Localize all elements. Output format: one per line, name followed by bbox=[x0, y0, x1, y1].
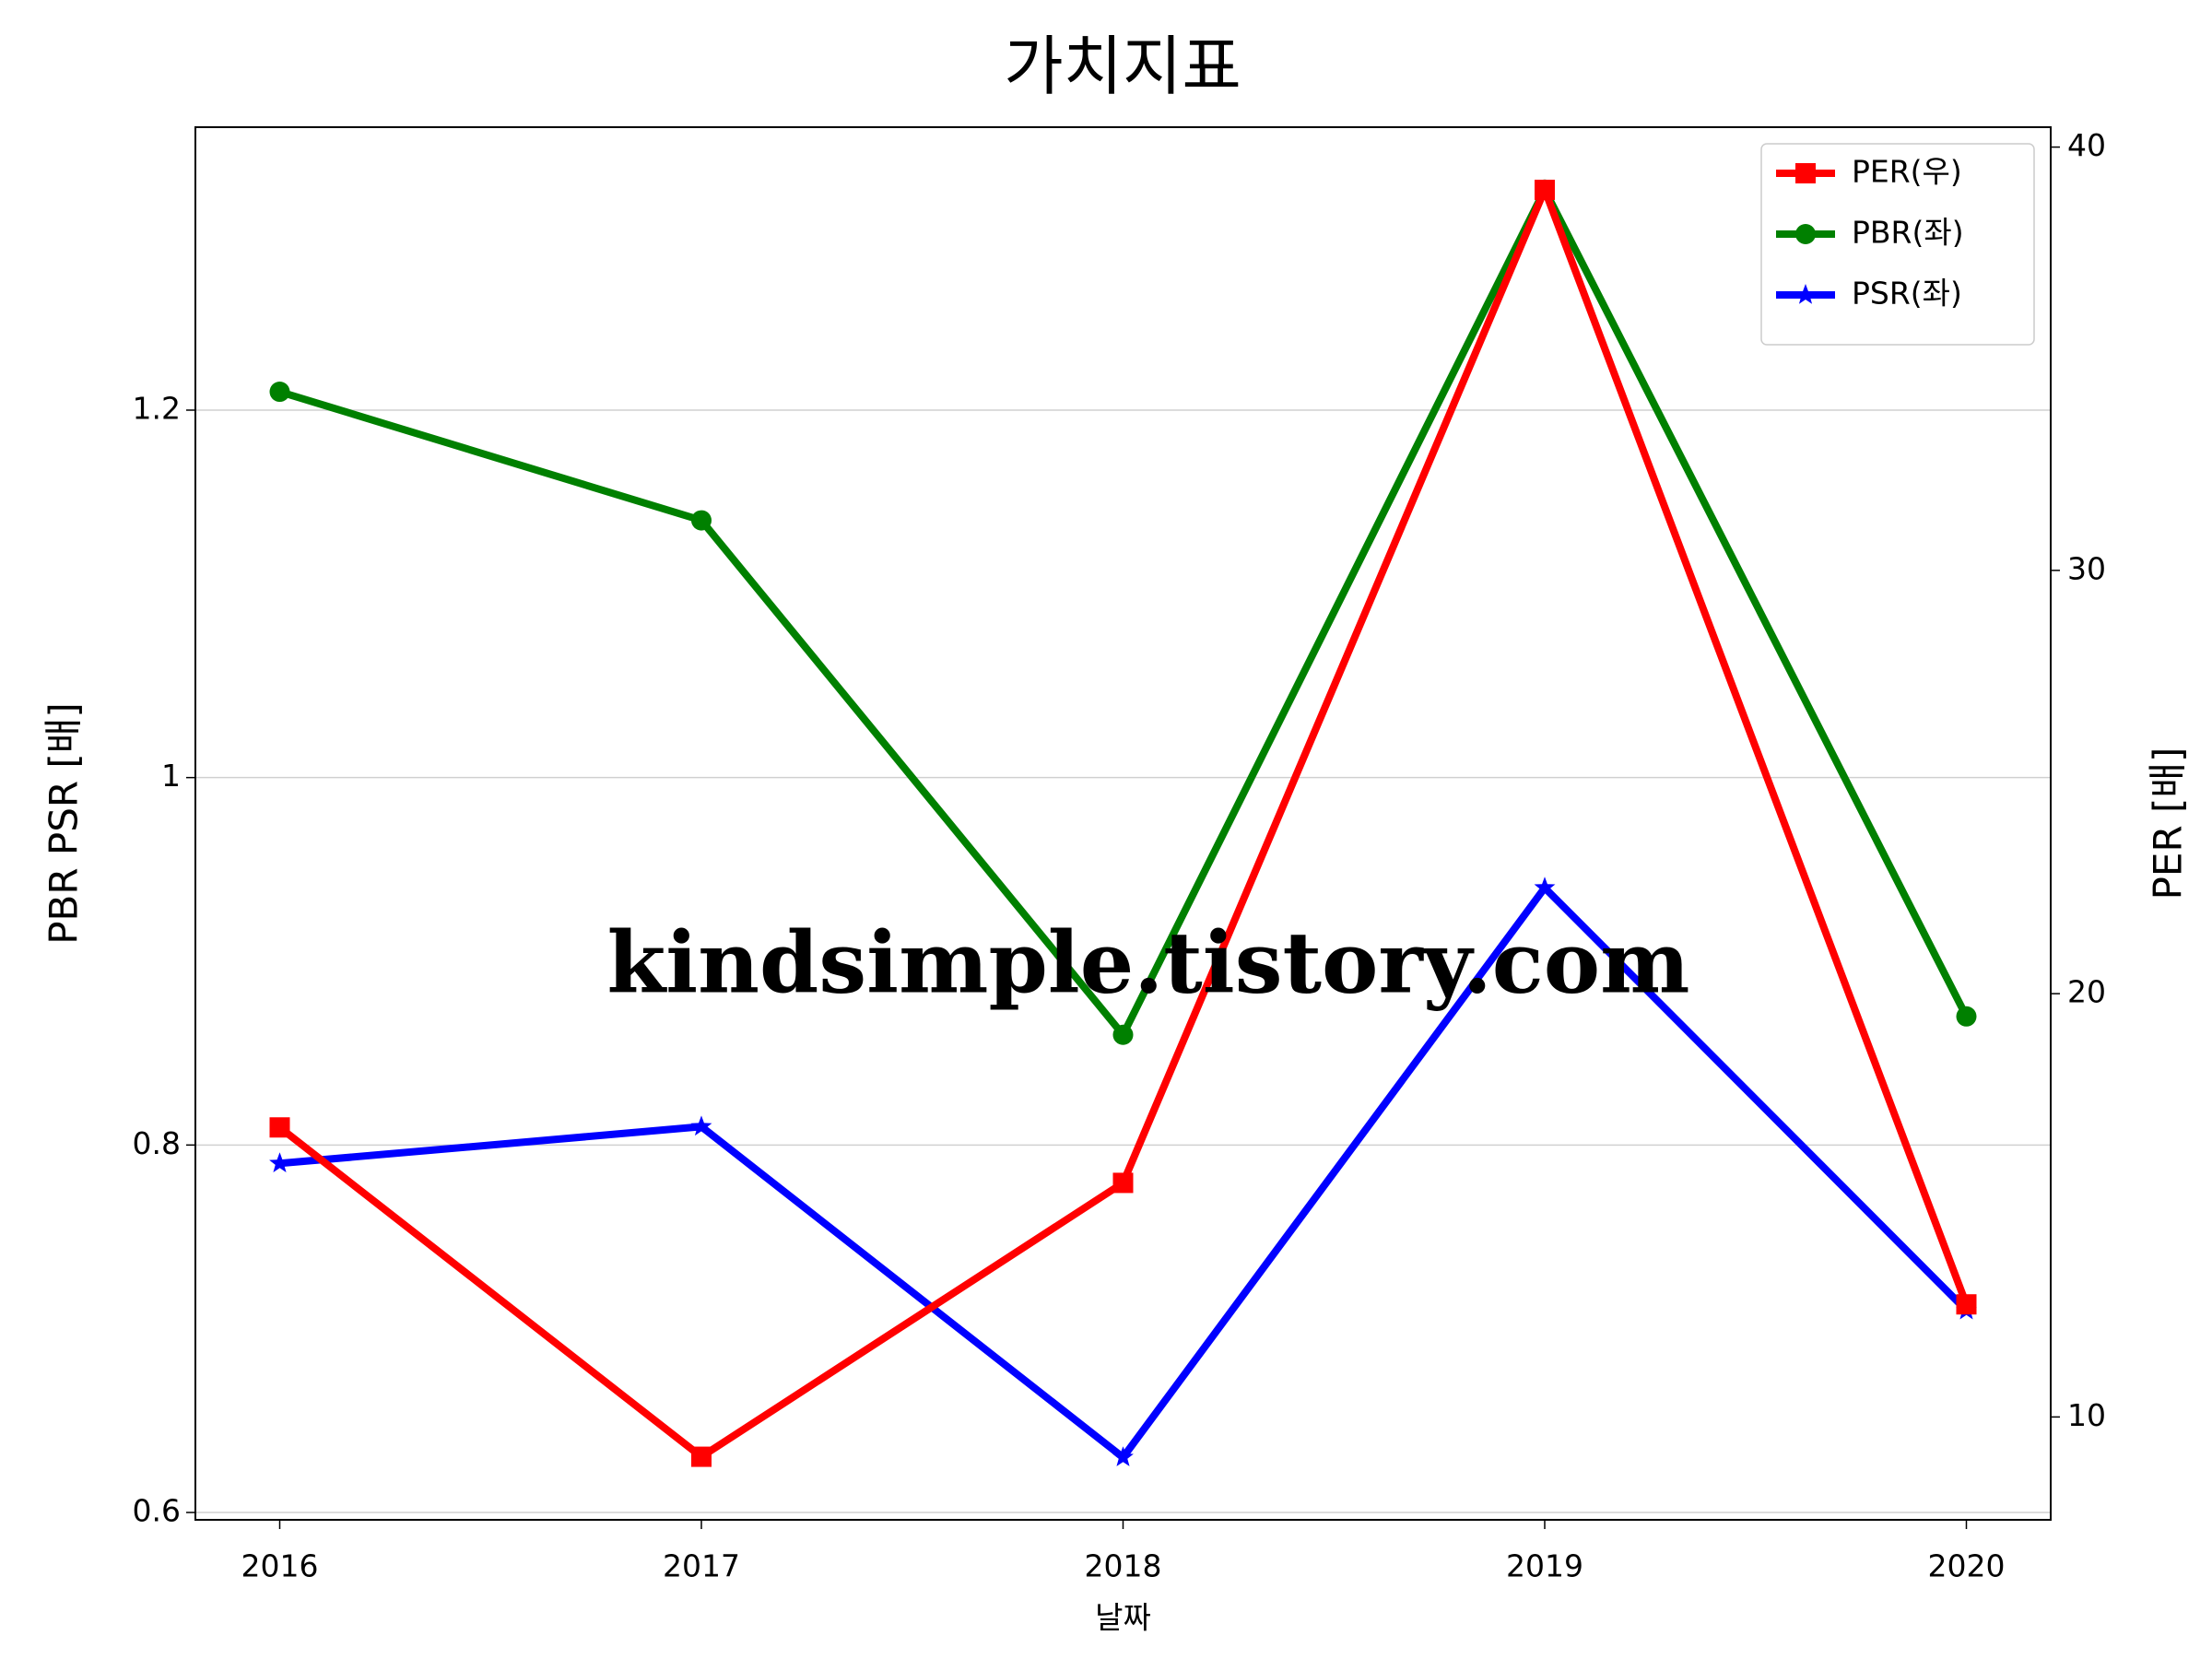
marker bbox=[1956, 1006, 1977, 1027]
legend-marker bbox=[1795, 163, 1816, 183]
y2-axis-label: PER [배] bbox=[2146, 747, 2191, 900]
y-tick-label: 0.6 bbox=[133, 1493, 181, 1529]
marker bbox=[1535, 179, 1555, 200]
x-tick-label: 2016 bbox=[241, 1548, 319, 1584]
x-axis-label: 날짜 bbox=[1095, 1600, 1151, 1636]
series-line bbox=[277, 185, 1971, 1461]
marker bbox=[269, 382, 290, 403]
marker bbox=[1112, 1446, 1134, 1466]
marker bbox=[269, 1152, 290, 1172]
y2-tick-label: 30 bbox=[2067, 550, 2106, 586]
y-axis-label: PBR PSR [배] bbox=[41, 702, 87, 945]
legend: PER(우) PBR(좌) PSR(좌) bbox=[1760, 143, 2035, 346]
legend-marker bbox=[1794, 284, 1817, 304]
legend-label: PBR(좌) bbox=[1852, 215, 1964, 251]
legend-label: PER(우) bbox=[1852, 154, 1962, 190]
marker bbox=[1112, 1172, 1134, 1194]
legend-label: PSR(좌) bbox=[1852, 276, 1962, 312]
marker bbox=[1112, 1024, 1134, 1045]
marker bbox=[1534, 877, 1556, 897]
marker bbox=[690, 1115, 712, 1136]
watermark: kindsimple.tistory.com bbox=[606, 913, 1689, 1013]
x-tick-label: 2019 bbox=[1506, 1548, 1583, 1584]
y2-tick-label: 20 bbox=[2067, 974, 2106, 1010]
y-tick-label: 1 bbox=[161, 758, 181, 794]
y2-tick-label: 10 bbox=[2067, 1397, 2106, 1433]
marker bbox=[269, 1117, 290, 1138]
marker bbox=[691, 1446, 712, 1467]
x-tick-label: 2020 bbox=[1928, 1548, 2006, 1584]
series-line bbox=[278, 185, 1971, 1039]
marker bbox=[1956, 1294, 1977, 1315]
plot-frame bbox=[194, 126, 2052, 1521]
y-tick-label: 0.8 bbox=[133, 1125, 181, 1161]
legend-marker bbox=[1795, 224, 1816, 244]
x-tick-label: 2017 bbox=[663, 1548, 740, 1584]
x-tick-label: 2018 bbox=[1085, 1548, 1162, 1584]
chart-title: 가치지표 bbox=[1004, 29, 1241, 104]
marker bbox=[691, 510, 712, 531]
y2-tick-label: 40 bbox=[2067, 127, 2106, 163]
y-tick-label: 1.2 bbox=[133, 390, 181, 426]
